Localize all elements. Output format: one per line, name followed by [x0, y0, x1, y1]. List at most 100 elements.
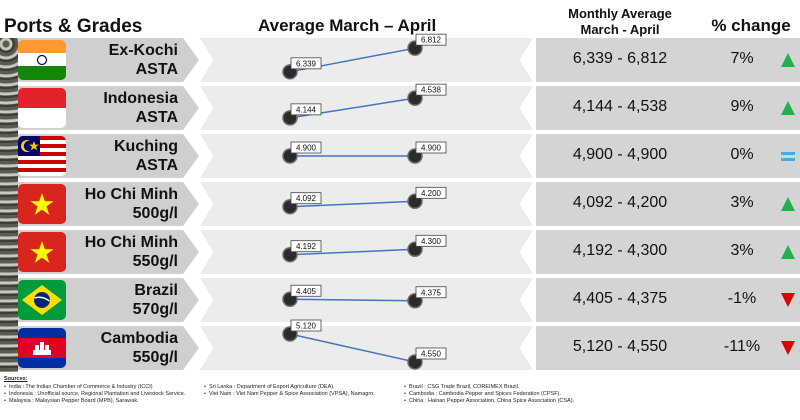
- source-item: • Indonesia : Unofficial source, Regiona…: [4, 391, 186, 397]
- peppercorn-strip: [0, 38, 18, 372]
- port-label: Ho Chi Minh 500g/l: [70, 185, 178, 223]
- price-row: Ho Chi Minh 500g/l 4,092 - 4,200 3%: [0, 182, 800, 226]
- price-range: 4,144 - 4,538: [572, 98, 668, 115]
- row-chevron: [183, 38, 199, 82]
- percent-change: -11%: [723, 338, 761, 355]
- row-chevron: [183, 326, 199, 370]
- monthly-average-header-line2: March - April: [580, 22, 660, 37]
- april-label-box: [415, 186, 447, 199]
- row-chevron: [183, 230, 199, 274]
- april-label-box: [415, 141, 447, 154]
- percent-change: 9%: [730, 98, 754, 115]
- average-header: Average March – April: [258, 16, 437, 35]
- april-label-box: [415, 347, 447, 360]
- indonesia-flag-icon: [18, 88, 66, 128]
- percent-change: 3%: [730, 194, 754, 211]
- row-chart-band: [200, 326, 533, 370]
- series-line: [289, 200, 416, 208]
- row-chevron: [183, 182, 199, 226]
- price-row: Cambodia 550g/l 5,120 - 4,550 -11%: [0, 326, 800, 370]
- price-row: Brazil 570g/l 4,405 - 4,375 -1%: [0, 278, 800, 322]
- source-item: • Viet Nam : Viet Nam Pepper & Spice Ass…: [204, 391, 375, 397]
- india-flag-icon: [18, 40, 66, 80]
- row-chevron: [183, 134, 199, 178]
- april-label-box: [415, 83, 447, 96]
- down-arrow-icon: [780, 340, 796, 356]
- march-data-label: 5.120: [296, 322, 317, 331]
- vietnam-flag-icon: [18, 184, 66, 224]
- price-range: 5,120 - 4,550: [572, 338, 668, 355]
- price-range: 4,092 - 4,200: [572, 194, 668, 211]
- row-chart-band: [200, 86, 533, 130]
- percent-change: -1%: [727, 290, 757, 307]
- price-range: 6,339 - 6,812: [572, 50, 668, 67]
- ports-grades-header: Ports & Grades: [4, 16, 143, 37]
- sources-column-1: • India : The Indian Chamber of Commerce…: [4, 384, 185, 405]
- march-label-box: [290, 192, 322, 205]
- grade-name: ASTA: [135, 109, 178, 126]
- march-label-box: [290, 57, 322, 70]
- port-name: Ho Chi Minh: [84, 186, 178, 203]
- april-data-label: 4.900: [421, 144, 442, 153]
- april-data-label: 4.375: [421, 288, 442, 297]
- april-label-box: [415, 286, 447, 299]
- average-price-chart: 6.339 6.812 4.144 4.538 4.900 4.900 4.092 4.200…: [282, 33, 447, 370]
- row-value-band: [536, 326, 800, 370]
- port-name: Ho Chi Minh: [84, 234, 178, 251]
- up-arrow-icon: [780, 244, 796, 260]
- row-value-band: [536, 38, 800, 82]
- up-arrow-icon: [780, 52, 796, 68]
- march-label-box: [290, 141, 322, 154]
- port-name: Kuching: [114, 138, 178, 155]
- source-item: • Malaysia : Malaysian Pepper Board (MPB…: [4, 398, 139, 404]
- price-row: Ex-Kochi ASTA 6,339 - 6,812 7%: [0, 38, 800, 82]
- march-data-label: 4.144: [296, 105, 317, 114]
- row-value-band: [536, 230, 800, 274]
- brazil-flag-icon: [18, 280, 66, 320]
- april-label-box: [415, 234, 447, 247]
- march-label-box: [290, 319, 322, 332]
- port-name: Brazil: [134, 282, 178, 299]
- port-label: Ex-Kochi ASTA: [70, 41, 178, 79]
- april-data-label: 4.200: [421, 189, 442, 198]
- grade-name: 570g/l: [132, 301, 178, 318]
- source-item: • China : Hainan Pepper Association, Chi…: [404, 398, 575, 404]
- march-label-box: [290, 240, 322, 253]
- port-label: Cambodia 550g/l: [70, 329, 178, 367]
- port-name: Indonesia: [103, 90, 178, 107]
- row-chart-band: [200, 38, 533, 82]
- april-data-label: 4.550: [421, 350, 442, 359]
- up-arrow-icon: [780, 100, 796, 116]
- april-label-box: [415, 33, 447, 46]
- grade-name: 550g/l: [132, 253, 178, 270]
- row-value-band: [536, 182, 800, 226]
- march-data-label: 4.092: [296, 194, 317, 203]
- row-value-band: [536, 278, 800, 322]
- source-item: • Brazil : CSG Trade Brazil, COREIMEX Br…: [404, 384, 520, 390]
- price-range: 4,192 - 4,300: [572, 242, 668, 259]
- march-label-box: [290, 103, 322, 116]
- sources-column-3: • Brazil : CSG Trade Brazil, COREIMEX Br…: [404, 384, 574, 405]
- april-data-label: 4.538: [421, 86, 442, 95]
- percent-change: 0%: [730, 146, 754, 163]
- source-item: • India : The Indian Chamber of Commerce…: [4, 384, 153, 390]
- port-label: Indonesia ASTA: [70, 89, 178, 127]
- march-data-label: 6.339: [296, 59, 317, 68]
- vietnam-flag-icon: [18, 232, 66, 272]
- monthly-average-header-line1: Monthly Average: [568, 6, 672, 21]
- price-row: Indonesia ASTA 4,144 - 4,538 9%: [0, 86, 800, 130]
- row-value-band: [536, 134, 800, 178]
- march-data-label: 4.405: [296, 287, 317, 296]
- sources-footnote: Sources: • India : The Indian Chamber of…: [4, 376, 796, 420]
- march-data-label: 4.900: [296, 144, 317, 153]
- march-data-label: 4.192: [296, 242, 317, 251]
- series-line: [289, 298, 416, 302]
- port-name: Ex-Kochi: [108, 42, 178, 59]
- series-line: [289, 248, 416, 256]
- down-arrow-icon: [780, 292, 796, 308]
- sources-title: Sources:: [4, 376, 28, 382]
- april-data-label: 6.812: [421, 36, 442, 45]
- series-line: [289, 333, 416, 363]
- sources-column-2: • Sri Lanka : Department of Export Agric…: [204, 384, 375, 398]
- percent-change: 3%: [730, 242, 754, 259]
